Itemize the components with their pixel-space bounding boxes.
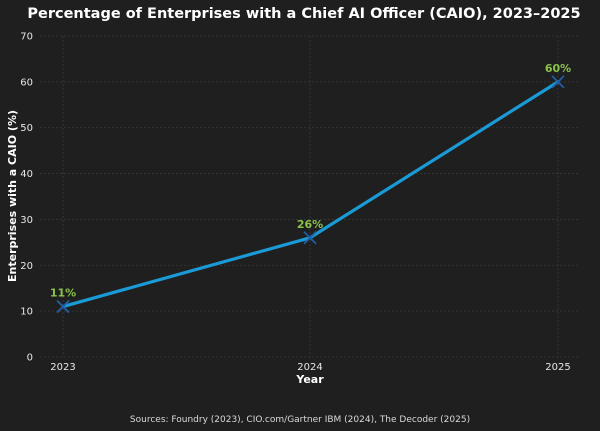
y-tick-labels: 0 10 20 30 40 50 60 70 <box>20 32 33 364</box>
y-axis-label: Enterprises with a CAIO (%) <box>6 110 19 282</box>
marker-stroke <box>56 299 70 314</box>
data-labels: 11% 26% 60% <box>50 62 571 300</box>
y-tick-label: 10 <box>20 307 33 318</box>
marker-stroke <box>303 231 317 245</box>
y-tick-label: 20 <box>20 261 33 272</box>
x-tick-labels: 2023 2024 2025 <box>50 362 570 373</box>
data-label: 60% <box>545 62 571 75</box>
data-point-marker <box>303 231 317 245</box>
marker-stroke <box>551 75 565 89</box>
data-label: 26% <box>297 218 323 231</box>
source-note: Sources: Foundry (2023), CIO.com/Gartner… <box>130 415 470 425</box>
data-point-marker <box>551 75 565 89</box>
x-tick-label: 2025 <box>545 362 570 373</box>
series <box>56 75 565 314</box>
y-tick-label: 0 <box>27 353 33 364</box>
x-axis-label: Year <box>295 373 324 386</box>
y-tick-label: 30 <box>20 215 33 226</box>
y-tick-label: 70 <box>20 32 33 43</box>
y-tick-label: 40 <box>20 169 33 180</box>
chart-title: Percentage of Enterprises with a Chief A… <box>27 6 580 22</box>
data-label: 11% <box>50 287 76 300</box>
y-tick-label: 50 <box>20 123 33 134</box>
series-line <box>61 80 560 309</box>
gridlines <box>40 35 580 358</box>
y-tick-label: 60 <box>20 77 33 88</box>
x-tick-label: 2023 <box>50 362 75 373</box>
x-tick-label: 2024 <box>297 362 322 373</box>
data-point-marker <box>56 299 70 314</box>
